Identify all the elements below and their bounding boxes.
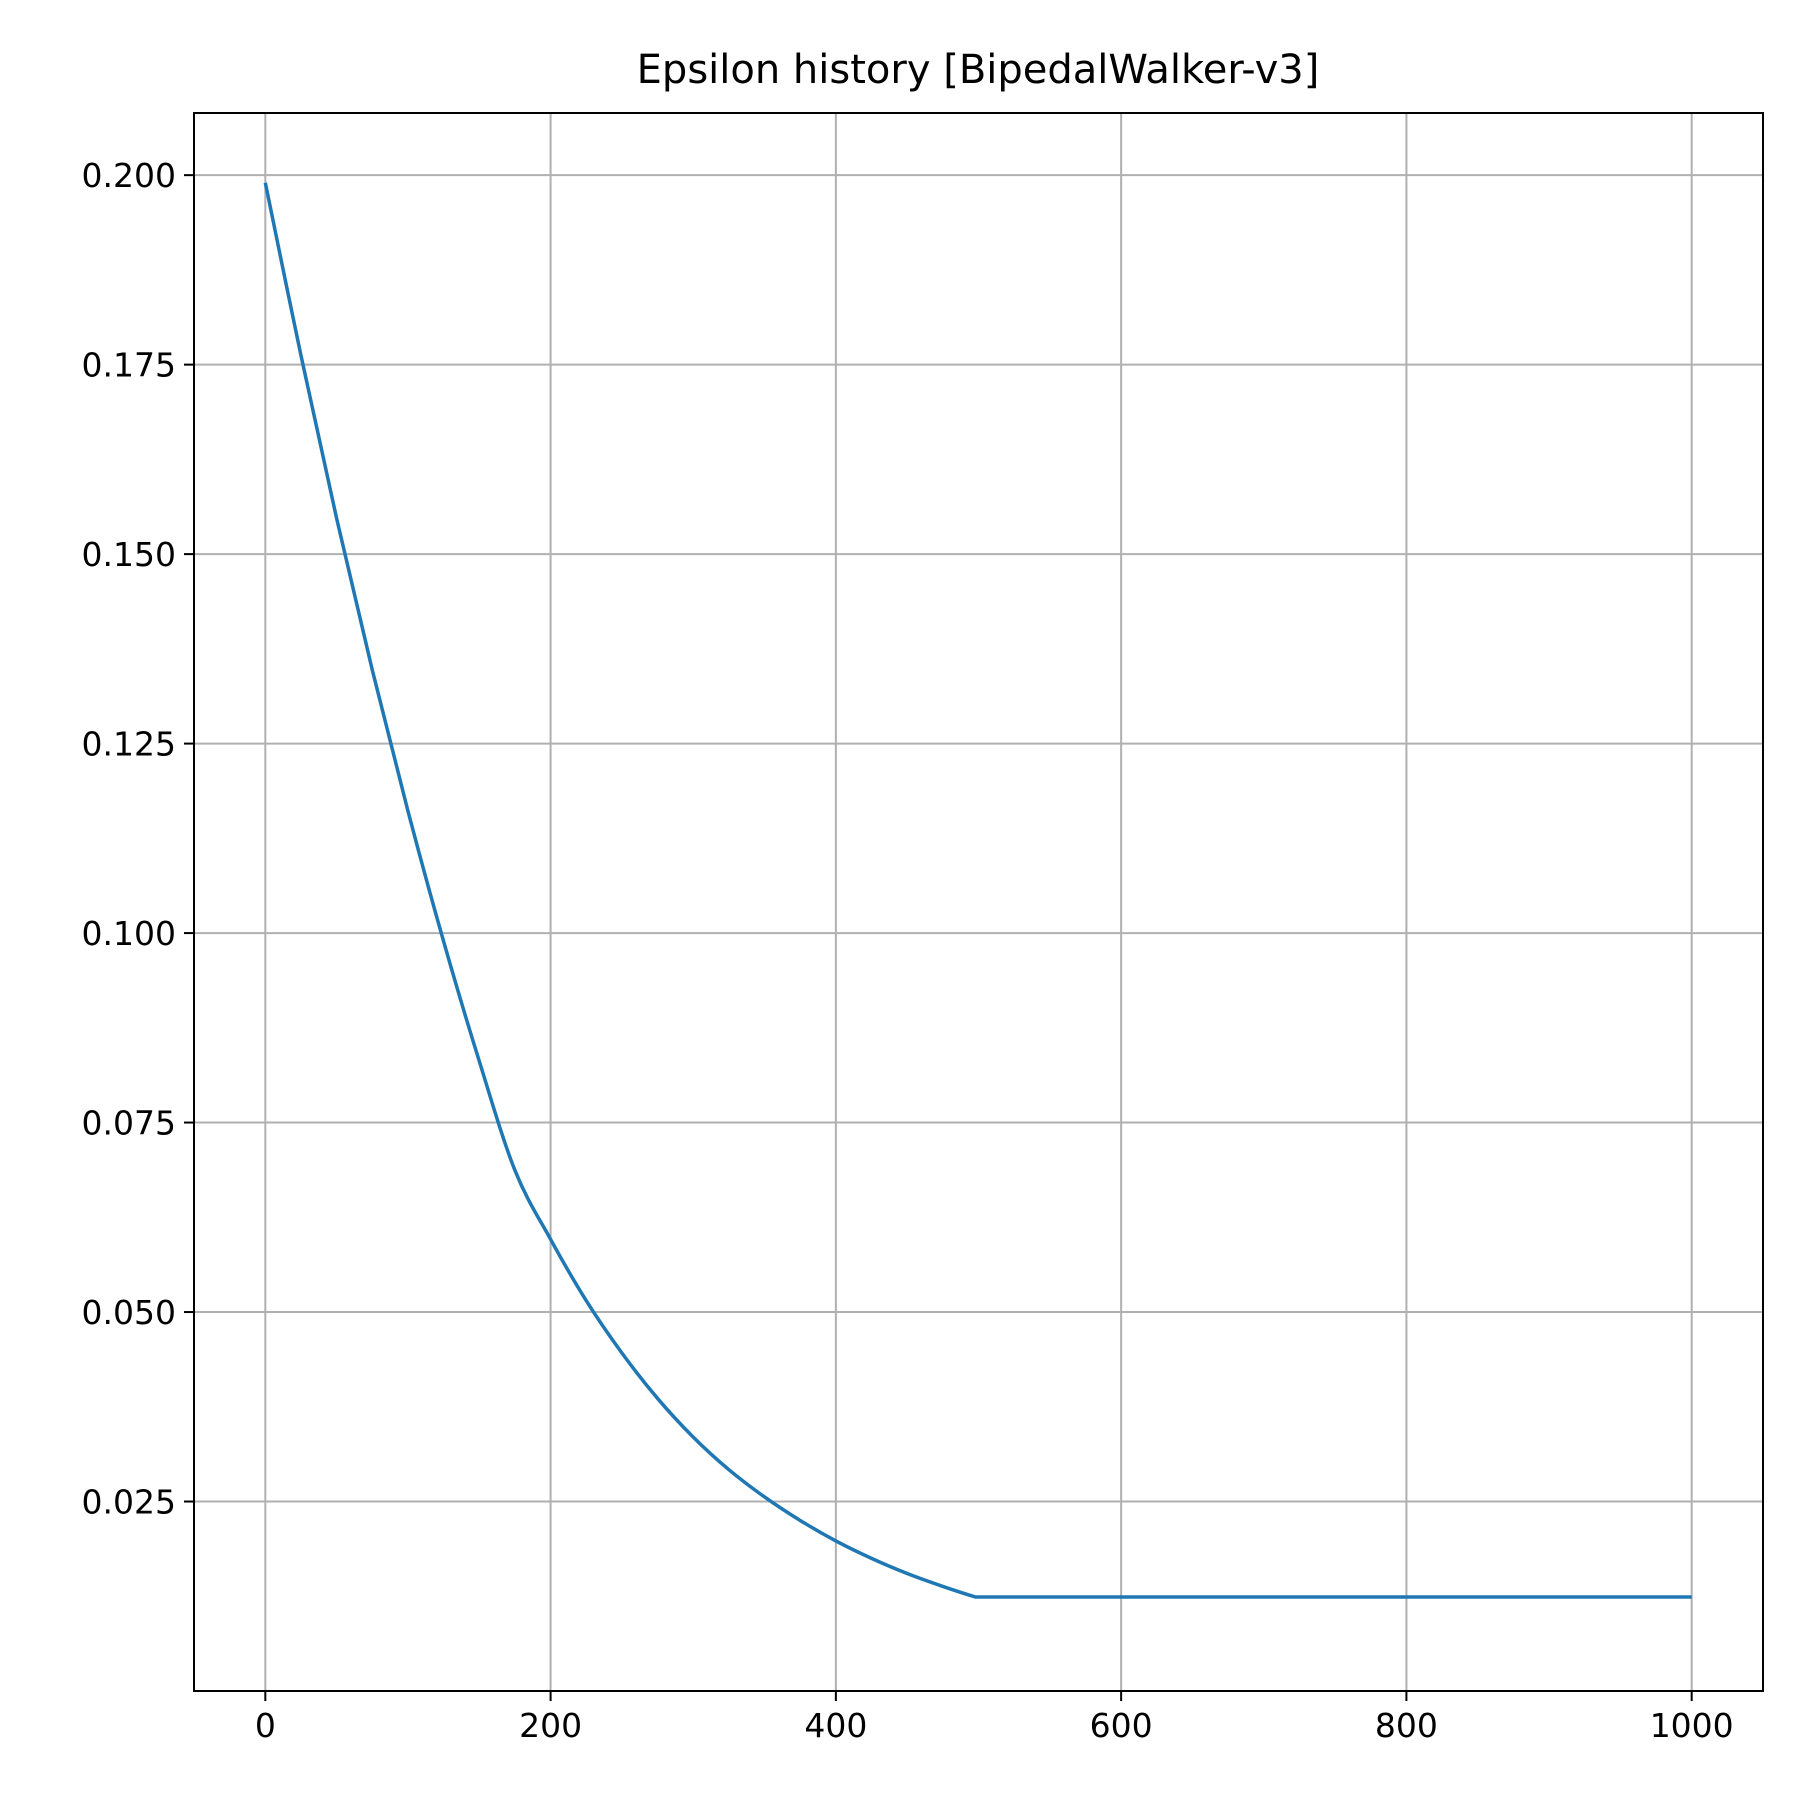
x-tick-label: 0 [255,1706,276,1745]
y-tick-label: 0.200 [82,156,176,195]
x-axis: 0 200 400 600 800 1000 [255,1691,1734,1745]
y-axis: 0.025 0.050 0.075 0.100 0.125 0.150 0.175 0.200 [82,156,194,1522]
y-tick-label: 0.175 [82,346,176,385]
series-lines [263,182,1692,1599]
x-tick-label: 800 [1375,1706,1438,1745]
y-tick-label: 0.025 [82,1483,176,1522]
chart-title: Epsilon history [BipedalWalker-v3] [637,47,1320,93]
x-tick-label: 200 [519,1706,582,1745]
y-tick-label: 0.150 [82,535,176,574]
y-tick-label: 0.100 [82,914,176,953]
epsilon-series-line [263,182,1692,1599]
plot-frame [193,112,1764,1692]
y-tick-label: 0.125 [82,725,176,764]
y-tick-label: 0.050 [82,1293,176,1332]
x-tick-label: 400 [804,1706,867,1745]
grid-lines [194,113,1763,1691]
x-tick-label: 1000 [1650,1706,1734,1745]
y-tick-label: 0.075 [82,1104,176,1143]
x-tick-label: 600 [1090,1706,1153,1745]
